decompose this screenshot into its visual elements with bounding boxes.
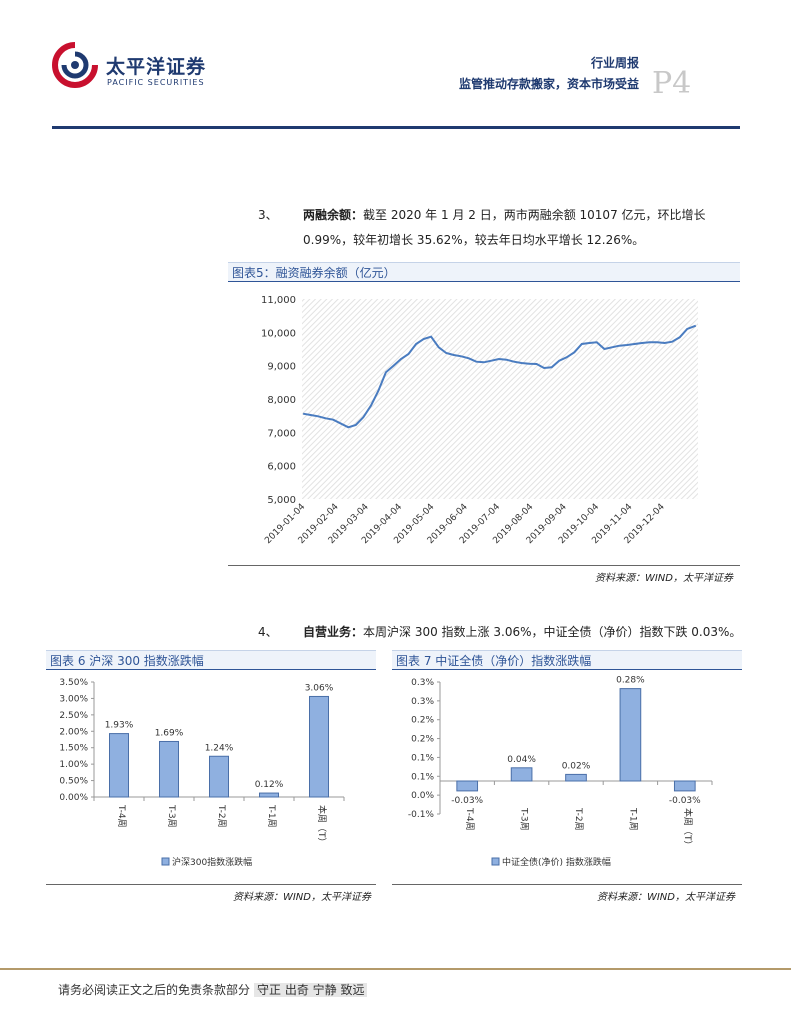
legend-swatch bbox=[491, 857, 500, 866]
y-tick-label: 8,000 bbox=[267, 395, 296, 406]
y-tick-label: 0.00% bbox=[59, 793, 88, 803]
bar bbox=[456, 780, 479, 792]
y-tick-label: 2.50% bbox=[59, 711, 88, 721]
section-3-text-line2: 0.99%，较年初增长 35.62%，较去年日均水平增长 12.26%。 bbox=[303, 233, 645, 247]
y-tick-label: 3.00% bbox=[59, 694, 88, 704]
y-tick-label: 0.50% bbox=[59, 777, 88, 787]
y-tick-label: 2.00% bbox=[59, 727, 88, 737]
y-tick-label: 10,000 bbox=[261, 328, 296, 339]
bar-value-label: 0.04% bbox=[507, 755, 536, 765]
footer-divider bbox=[0, 968, 791, 970]
y-tick-label: 1.00% bbox=[59, 760, 88, 770]
section-3-line1: 两融余额：截至 2020 年 1 月 2 日，两市两融余额 10107 亿元，环… bbox=[303, 203, 733, 228]
x-category-label: T-2周 bbox=[216, 804, 227, 828]
section-4-heading: 自营业务： bbox=[303, 625, 364, 639]
bar-value-label: 0.02% bbox=[562, 761, 591, 771]
pacific-securities-logo-icon bbox=[52, 42, 98, 88]
bar-value-label: 1.69% bbox=[155, 728, 184, 738]
figure-6-title: 图表 6 沪深 300 指数涨跌幅 bbox=[46, 650, 376, 670]
section-3-text-line1: 截至 2020 年 1 月 2 日，两市两融余额 10107 亿元，环比增长 bbox=[363, 208, 706, 222]
x-category-label: T-4周 bbox=[464, 807, 475, 831]
x-category-label: T-3周 bbox=[166, 804, 177, 828]
page-number: P4 bbox=[652, 66, 692, 101]
bar-value-label: -0.03% bbox=[669, 796, 701, 806]
x-category-label: T-1周 bbox=[627, 807, 638, 831]
bar-value-label: 1.93% bbox=[105, 721, 134, 731]
bar bbox=[209, 755, 229, 798]
bar bbox=[673, 780, 696, 792]
section-3-paragraph: 两融余额：截至 2020 年 1 月 2 日，两市两融余额 10107 亿元，环… bbox=[303, 203, 733, 253]
figure-6-source-rule bbox=[46, 884, 376, 885]
section-4-text: 本周沪深 300 指数上涨 3.06%，中证全债（净价）指数下跌 0.03%。 bbox=[363, 625, 742, 639]
bar bbox=[619, 688, 642, 782]
bar bbox=[510, 767, 533, 782]
x-category-label: T-4周 bbox=[116, 804, 127, 828]
y-tick-label: 5,000 bbox=[267, 495, 296, 506]
section-3-heading: 两融余额： bbox=[303, 208, 364, 222]
figure-6-source: 资料来源：WIND，太平洋证券 bbox=[232, 892, 371, 903]
y-tick-label: 0.3% bbox=[411, 678, 434, 688]
y-tick-label: 0.1% bbox=[411, 772, 434, 782]
bar-value-label: -0.03% bbox=[451, 796, 483, 806]
figure-5-source: 资料来源：WIND，太平洋证券 bbox=[594, 573, 733, 584]
x-category-label: 本周（T） bbox=[682, 808, 694, 850]
bar bbox=[109, 733, 129, 798]
bar bbox=[565, 773, 587, 782]
section-4-paragraph: 自营业务：本周沪深 300 指数上涨 3.06%，中证全债（净价）指数下跌 0.… bbox=[303, 620, 743, 645]
figure-7-source: 资料来源：WIND，太平洋证券 bbox=[596, 892, 735, 903]
bar-value-label: 1.24% bbox=[205, 743, 234, 753]
figure-5-source-rule bbox=[228, 565, 740, 566]
section-3-number: 3、 bbox=[258, 208, 278, 222]
y-tick-label: -0.1% bbox=[408, 810, 435, 820]
figure-5-title: 图表5：融资融券余额（亿元） bbox=[228, 262, 740, 282]
y-tick-label: 0.2% bbox=[411, 735, 434, 745]
x-category-label: T-1周 bbox=[266, 804, 277, 828]
y-tick-label: 0.2% bbox=[411, 716, 434, 726]
legend-label: 中证全债(净价) 指数涨跌幅 bbox=[502, 856, 611, 868]
plot-area-background bbox=[302, 299, 698, 499]
csi300-bar-chart: 0.00% 0.50% 1.00% 1.50% 2.00% 2.50% 3.00% 3.50%… bbox=[59, 678, 345, 868]
y-tick-label: 1.50% bbox=[59, 744, 88, 754]
footer: 请务必阅读正文之后的免责条款部分 守正 出奇 宁静 致远 bbox=[58, 981, 368, 998]
y-tick-label: 9,000 bbox=[267, 362, 296, 373]
x-category-label: T-2周 bbox=[573, 807, 584, 831]
bar bbox=[159, 740, 179, 798]
bar bbox=[259, 792, 279, 798]
legend-label: 沪深300指数涨跌幅 bbox=[172, 856, 252, 868]
legend-swatch bbox=[161, 857, 170, 866]
y-tick-label: 0.1% bbox=[411, 753, 434, 763]
brand-name-en: PACIFIC SECURITIES bbox=[107, 78, 205, 87]
figure-7-title: 图表 7 中证全债（净价）指数涨跌幅 bbox=[392, 650, 742, 670]
footer-disclaimer: 请务必阅读正文之后的免责条款部分 bbox=[58, 983, 251, 997]
y-tick-label: 7,000 bbox=[267, 428, 296, 439]
y-tick-label: 6,000 bbox=[267, 462, 296, 473]
figure-7-source-rule bbox=[392, 884, 742, 885]
bar-value-label: 0.12% bbox=[255, 780, 284, 790]
footer-motto: 守正 出奇 宁静 致远 bbox=[254, 983, 368, 997]
section-4-number: 4、 bbox=[258, 625, 278, 639]
bar bbox=[309, 695, 329, 798]
bar-value-label: 0.28% bbox=[616, 676, 645, 686]
y-tick-label: 11,000 bbox=[261, 295, 296, 306]
report-title: 监管推动存款搬家，资本市场受益 bbox=[458, 77, 639, 91]
report-type: 行业周报 bbox=[590, 56, 639, 70]
header-divider bbox=[52, 126, 740, 129]
y-tick-label: 0.3% bbox=[411, 697, 434, 707]
x-category-label: 本周（T） bbox=[316, 805, 328, 847]
y-tick-label: 0.0% bbox=[411, 791, 434, 801]
bar-value-label: 3.06% bbox=[305, 683, 334, 693]
margin-balance-series-line bbox=[302, 324, 697, 429]
brand-name-cn: 太平洋证券 bbox=[106, 56, 207, 78]
y-tick-label: 3.50% bbox=[59, 678, 88, 688]
x-category-label: T-3周 bbox=[519, 807, 530, 831]
chinabond-bar-chart: -0.1%0.0%0.1%0.1%0.2%0.2%0.3%0.3%-0.03%T… bbox=[408, 676, 713, 868]
